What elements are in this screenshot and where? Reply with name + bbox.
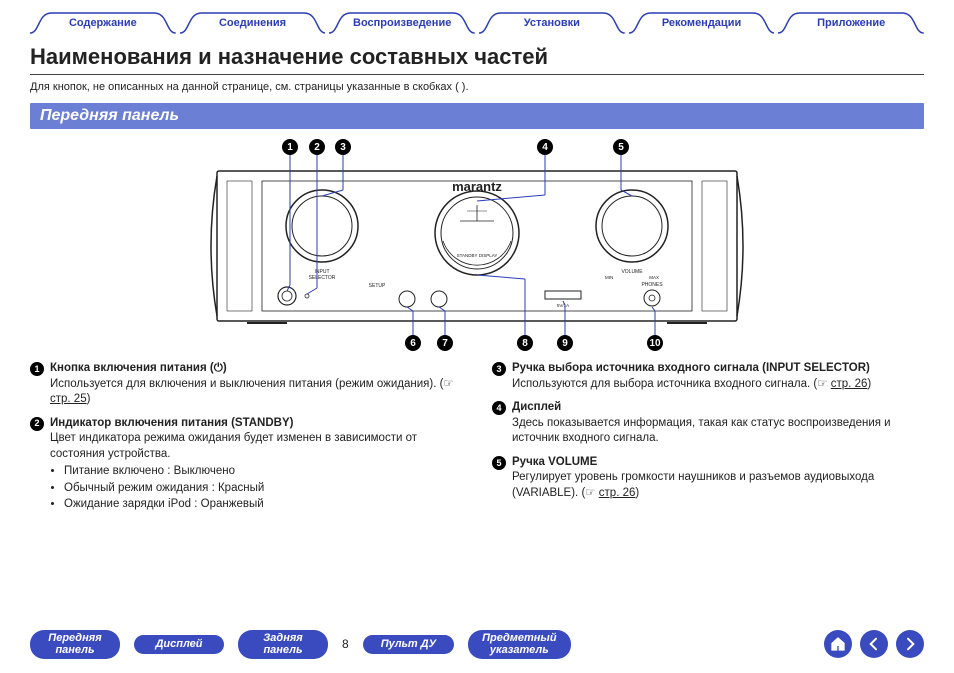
- description-item: 5 Ручка VOLUMEРегулирует уровень громкост…: [492, 455, 924, 502]
- page-ref-link[interactable]: стр. 26: [599, 487, 636, 499]
- item-number: 4: [492, 401, 506, 415]
- top-tab[interactable]: Рекомендации: [629, 12, 775, 34]
- item-number: 5: [492, 456, 506, 470]
- description-columns: 1 Кнопка включения питания (⏻)Используетс…: [30, 361, 924, 521]
- right-column: 3 Ручка выбора источника входного сигнала…: [492, 361, 924, 521]
- svg-text:VOLUME: VOLUME: [621, 269, 643, 275]
- home-icon[interactable]: [824, 630, 852, 658]
- bullet-item: Обычный режим ожидания : Красный: [64, 481, 462, 497]
- callout-number: 10: [647, 335, 663, 351]
- top-tab[interactable]: Содержание: [30, 12, 176, 34]
- callout-number: 2: [309, 139, 325, 155]
- svg-text:SETUP: SETUP: [369, 283, 386, 289]
- bottom-nav-pill[interactable]: Предметныйуказатель: [468, 630, 570, 659]
- description-item: 4 ДисплейЗдесь показывается информация, т…: [492, 400, 924, 447]
- top-tab-label: Содержание: [30, 12, 176, 34]
- page-number: 8: [342, 637, 349, 651]
- section-heading: Передняя панель: [30, 103, 924, 129]
- item-desc: Используется для включения и выключения …: [50, 377, 462, 408]
- top-tab[interactable]: Воспроизведение: [329, 12, 475, 34]
- item-number: 3: [492, 362, 506, 376]
- page-ref-link[interactable]: стр. 26: [831, 378, 868, 390]
- item-desc: Регулирует уровень громкости наушников и…: [512, 470, 924, 501]
- divider: [30, 74, 924, 75]
- top-tab-label: Приложение: [778, 12, 924, 34]
- left-column: 1 Кнопка включения питания (⏻)Используетс…: [30, 361, 462, 521]
- callout-number: 4: [537, 139, 553, 155]
- bottom-nav: Передняяпанель Дисплей Задняяпанель 8 Пуль…: [30, 630, 924, 659]
- item-title: Кнопка включения питания (⏻): [50, 361, 227, 377]
- bottom-nav-pill[interactable]: Задняяпанель: [238, 630, 328, 659]
- item-title: Дисплей: [512, 400, 561, 416]
- bottom-nav-pill[interactable]: Передняяпанель: [30, 630, 120, 659]
- item-desc: Используются для выбора источника входно…: [512, 377, 924, 393]
- svg-text:PHONES: PHONES: [641, 282, 663, 288]
- item-number: 1: [30, 362, 44, 376]
- top-tabs: Содержание Соединения Воспроизведение Ус…: [30, 12, 924, 34]
- subtitle-note: Для кнопок, не описанных на данной стран…: [30, 81, 924, 93]
- top-tab[interactable]: Установки: [479, 12, 625, 34]
- callout-number: 1: [282, 139, 298, 155]
- svg-text:SELECTOR: SELECTOR: [309, 275, 336, 281]
- item-desc: Цвет индикатора режима ожидания будет из…: [50, 431, 462, 513]
- top-tab-label: Соединения: [180, 12, 326, 34]
- bullet-item: Питание включено : Выключено: [64, 464, 462, 480]
- item-desc: Здесь показывается информация, такая как…: [512, 416, 924, 447]
- item-number: 2: [30, 417, 44, 431]
- next-page-icon[interactable]: [896, 630, 924, 658]
- description-item: 2 Индикатор включения питания (STANDBY)Цв…: [30, 416, 462, 513]
- page-ref-link[interactable]: стр. 25: [50, 393, 87, 405]
- bullet-item: Ожидание зарядки iPod : Оранжевый: [64, 497, 462, 513]
- page-title: Наименования и назначение составных част…: [30, 44, 924, 70]
- item-title: Ручка выбора источника входного сигнала …: [512, 361, 870, 377]
- top-tab-label: Установки: [479, 12, 625, 34]
- top-tab-label: Рекомендации: [629, 12, 775, 34]
- svg-text:5V/1A: 5V/1A: [557, 303, 569, 308]
- svg-text:STANDBY DISPLAY: STANDBY DISPLAY: [457, 253, 498, 258]
- prev-page-icon[interactable]: [860, 630, 888, 658]
- item-title: Ручка VOLUME: [512, 455, 597, 471]
- item-title: Индикатор включения питания (STANDBY): [50, 416, 293, 432]
- callout-number: 3: [335, 139, 351, 155]
- top-tab[interactable]: Соединения: [180, 12, 326, 34]
- svg-text:MAX: MAX: [649, 275, 659, 280]
- bottom-nav-pill[interactable]: Дисплей: [134, 635, 224, 654]
- device-diagram: 12345 marantzINPUTSELECTORSTANDBY DISPLA…: [157, 141, 797, 351]
- top-tab-label: Воспроизведение: [329, 12, 475, 34]
- description-item: 3 Ручка выбора источника входного сигнала…: [492, 361, 924, 392]
- callout-number: 6: [405, 335, 421, 351]
- bottom-nav-pill[interactable]: Пульт ДУ: [363, 635, 454, 654]
- description-item: 1 Кнопка включения питания (⏻)Используетс…: [30, 361, 462, 408]
- callout-number: 7: [437, 335, 453, 351]
- top-tab[interactable]: Приложение: [778, 12, 924, 34]
- callout-number: 5: [613, 139, 629, 155]
- callout-number: 9: [557, 335, 573, 351]
- svg-text:MIN: MIN: [605, 275, 613, 280]
- callout-number: 8: [517, 335, 533, 351]
